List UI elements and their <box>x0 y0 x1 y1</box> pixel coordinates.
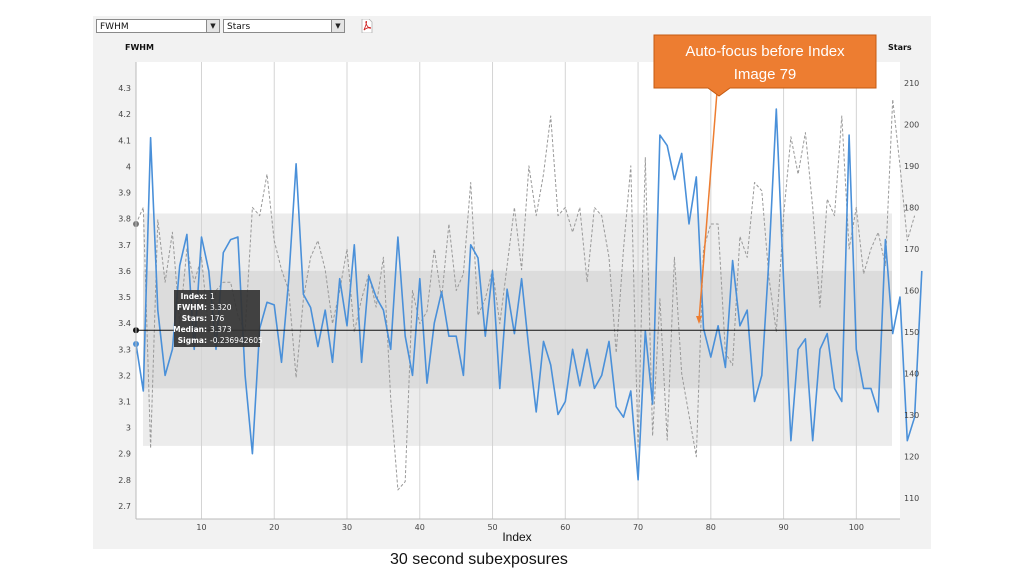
tooltip-index-value: 1 <box>210 292 215 301</box>
callout-line-1: Auto-focus before Index <box>685 43 845 60</box>
x-tick-label: 80 <box>706 523 716 532</box>
x-tick-label: 70 <box>633 523 643 532</box>
tooltip-sigma-label: Sigma: <box>178 336 207 345</box>
axes: 2.7 2.8 2.9 3 3.1 3.2 3.3 3.4 3.5 3.6 3.7 3.8 3.9 4 4.… <box>118 62 919 532</box>
tooltip-fwhm-label: FWHM: <box>177 303 207 312</box>
point-tooltip: Index: 1 FWHM: 3.320 Stars: 176 Median: … <box>173 290 263 347</box>
y2-axis-label: Stars <box>888 43 912 52</box>
chevron-down-icon[interactable]: ▼ <box>206 20 219 32</box>
x-tick-label: 100 <box>849 523 864 532</box>
fwhm-select-value: FWHM <box>100 22 129 32</box>
fwhm-line <box>135 108 923 481</box>
y2-tick-label: 120 <box>904 453 919 462</box>
y2-tick-label: 160 <box>904 287 919 296</box>
tooltip-stars-value: 176 <box>210 314 225 323</box>
x-tick-label: 10 <box>196 523 206 532</box>
y-tick-label: 3.8 <box>118 215 131 224</box>
y-tick-label: 2.9 <box>118 450 131 459</box>
y2-tick-label: 200 <box>904 120 919 129</box>
tooltip-index-label: Index: <box>181 292 207 301</box>
y-tick-label: 3.4 <box>118 319 131 328</box>
y-tick-label: 3.7 <box>118 241 131 250</box>
fwhm-metric-select[interactable]: FWHM ▼ <box>96 19 220 33</box>
y-tick-label: 4 <box>126 162 131 171</box>
y2-tick-label: 150 <box>904 328 919 337</box>
tooltip-median-label: Median: <box>173 325 207 334</box>
y-tick-label: 3.5 <box>118 293 131 302</box>
y-tick-label: 2.8 <box>118 476 131 485</box>
y2-tick-label: 110 <box>904 494 919 503</box>
y2-tick-label: 210 <box>904 79 919 88</box>
stars-select-value: Stars <box>227 22 251 32</box>
y2-tick-label: 140 <box>904 370 919 379</box>
y-axis-label: FWHM <box>125 43 154 52</box>
y2-tick-label: 190 <box>904 162 919 171</box>
tooltip-median-value: 3.373 <box>210 325 232 334</box>
x-tick-label: 60 <box>560 523 570 532</box>
y-tick-label: 3.3 <box>118 345 131 354</box>
pdf-export-icon[interactable] <box>361 19 373 33</box>
chart-caption: 30 second subexposures <box>390 551 568 568</box>
tooltip-sigma-value: -0.236942605 <box>210 336 263 345</box>
y-tick-label: 3.2 <box>118 371 131 380</box>
x-axis-label: Index <box>502 530 531 544</box>
x-tick-label: 90 <box>778 523 788 532</box>
stars-line <box>135 98 916 491</box>
y-tick-label: 3 <box>126 424 131 433</box>
stars-metric-select[interactable]: Stars ▼ <box>223 19 345 33</box>
y2-tick-label: 180 <box>904 203 919 212</box>
y-tick-label: 4.3 <box>118 84 131 93</box>
grid-lines <box>200 62 857 519</box>
sigma-bands <box>143 213 892 446</box>
x-tick-label: 30 <box>342 523 352 532</box>
y-tick-label: 4.2 <box>118 110 131 119</box>
tooltip-stars-label: Stars: <box>182 314 207 323</box>
y-tick-label: 2.7 <box>118 502 131 511</box>
x-tick-label: 40 <box>415 523 425 532</box>
chevron-down-icon[interactable]: ▼ <box>331 20 344 32</box>
x-tick-label: 20 <box>269 523 279 532</box>
callout-line-2: Image 79 <box>734 66 797 83</box>
x-tick-label: 50 <box>487 523 497 532</box>
y-tick-label: 3.6 <box>118 267 131 276</box>
y-tick-label: 4.1 <box>118 136 131 145</box>
tooltip-fwhm-value: 3.320 <box>210 303 232 312</box>
y2-tick-label: 170 <box>904 245 919 254</box>
y2-tick-label: 130 <box>904 411 919 420</box>
autofocus-callout: Auto-focus before Index Image 79 <box>653 34 877 324</box>
y-tick-label: 3.9 <box>118 189 131 198</box>
y-tick-label: 3.1 <box>118 397 131 406</box>
